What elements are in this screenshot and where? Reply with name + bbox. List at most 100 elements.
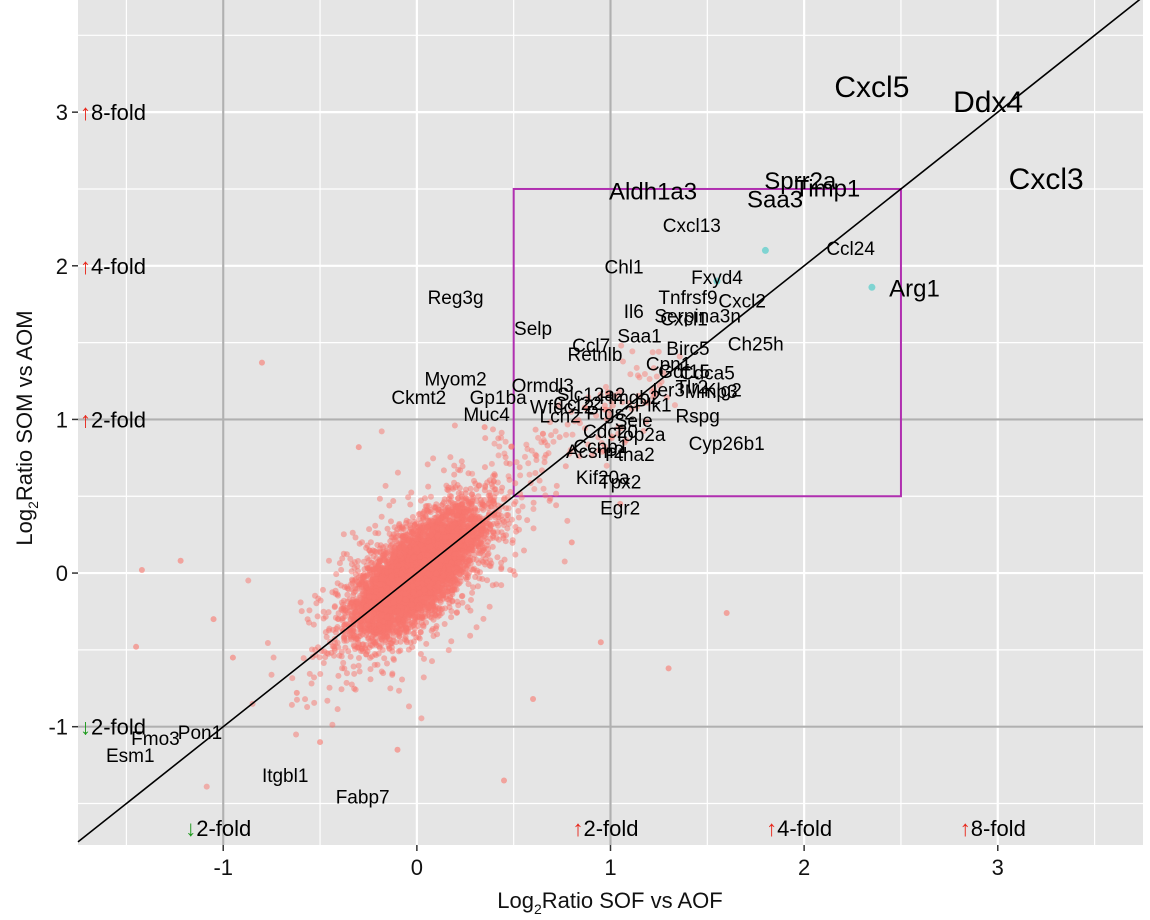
cloud-point (367, 676, 374, 683)
cloud-point (486, 603, 493, 610)
highlight-box-layer (512, 187, 902, 498)
cloud-point (451, 462, 458, 469)
cloud-point (355, 662, 362, 669)
cloud-point (454, 598, 461, 605)
cloud-point (343, 670, 350, 677)
cloud-point (407, 501, 414, 508)
cloud-point (340, 550, 347, 557)
cloud-point (544, 442, 551, 449)
cloud-point (363, 641, 370, 648)
cloud-point (329, 721, 336, 728)
cloud-point (448, 484, 455, 491)
cloud-point (507, 488, 514, 495)
cloud-point (417, 650, 424, 657)
cloud-point (512, 551, 519, 558)
cloud-point (314, 613, 321, 620)
cloud-point (445, 647, 452, 654)
cloud-point (562, 463, 569, 470)
cloud-point (400, 525, 407, 532)
highlight-box (512, 187, 902, 498)
cloud-point (359, 539, 366, 546)
cloud-point (325, 557, 332, 564)
cloud-point (524, 517, 531, 524)
cloud-point (351, 564, 358, 571)
cloud-point (340, 531, 347, 538)
cloud-point (418, 715, 425, 722)
cloud-point (467, 632, 474, 639)
cloud-point (389, 671, 396, 678)
cloud-point (448, 614, 455, 621)
cloud-point (553, 502, 560, 509)
cloud-point (468, 491, 475, 498)
cloud-point (485, 546, 492, 553)
cloud-point (553, 490, 560, 497)
cloud-point (508, 516, 515, 523)
cloud-point (498, 429, 505, 436)
cloud-point (343, 679, 350, 686)
cloud-point (390, 655, 397, 662)
cloud-point (449, 597, 456, 604)
cloud-point (507, 567, 514, 574)
cloud-point (548, 432, 555, 439)
cloud-point (367, 666, 374, 673)
cloud-point (378, 428, 385, 435)
cloud-point (377, 641, 384, 648)
cloud-point (342, 644, 349, 651)
cloud-point (382, 543, 389, 550)
cloud-point (341, 637, 348, 644)
cloud-point (352, 534, 359, 541)
cloud-point (482, 435, 489, 442)
cloud-point (409, 514, 416, 521)
cloud-point (405, 646, 412, 653)
cloud-point (203, 783, 210, 790)
cloud-point (448, 638, 455, 645)
cloud-point (306, 670, 313, 677)
cloud-point (317, 671, 324, 678)
cloud-point (335, 644, 342, 651)
cloud-point (474, 583, 481, 590)
cloud-point (508, 443, 515, 450)
cloud-point (532, 470, 539, 477)
cloud-point (394, 526, 401, 533)
cloud-point (498, 559, 505, 566)
cloud-point (470, 521, 477, 528)
cloud-point (374, 542, 381, 549)
cloud-point (245, 577, 252, 584)
cloud-point (264, 639, 271, 646)
cloud-point (352, 686, 359, 693)
cloud-point (506, 476, 513, 483)
cloud-point (511, 501, 518, 508)
cloud-point (347, 555, 354, 562)
cloud-point (338, 686, 345, 693)
cloud-point (336, 560, 343, 567)
cloud-point (532, 426, 539, 433)
cloud-point (288, 701, 295, 708)
cloud-point (451, 471, 458, 478)
cloud-point (394, 469, 401, 476)
cloud-point (471, 477, 478, 484)
cloud-point (387, 685, 394, 692)
cloud-point (430, 455, 437, 462)
cloud-point (417, 629, 424, 636)
cloud-point (387, 518, 394, 525)
cloud-point (338, 566, 345, 573)
cloud-point (320, 660, 327, 667)
cloud-point (556, 434, 563, 441)
cloud-point (293, 731, 300, 738)
cloud-point (459, 592, 466, 599)
cloud-point (505, 520, 512, 527)
cloud-point (366, 526, 373, 533)
cloud-point (339, 555, 346, 562)
cloud-point (498, 582, 505, 589)
cloud-point (376, 495, 383, 502)
cloud-point (475, 493, 482, 500)
cloud-point (464, 604, 471, 611)
cloud-point (541, 459, 548, 466)
cloud-point (482, 534, 489, 541)
cloud-point (480, 615, 487, 622)
cloud-point (503, 512, 510, 519)
cloud-point (485, 492, 492, 499)
cloud-point (530, 499, 537, 506)
cloud-point (363, 562, 370, 569)
